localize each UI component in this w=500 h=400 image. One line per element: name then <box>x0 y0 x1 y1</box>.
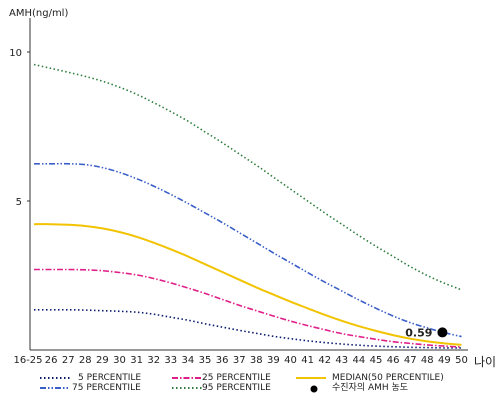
legend-label-p25: 25 PERCENTILE <box>202 373 271 383</box>
x-axis-label: 나이 <box>474 355 496 369</box>
x-tick-label-47: 47 <box>404 355 417 366</box>
x-tick-label-45: 45 <box>370 355 383 366</box>
series-line-25-percentile <box>33 268 462 348</box>
x-tick-label-34: 34 <box>182 355 195 366</box>
series-line-95-percentile <box>33 63 462 291</box>
x-tick-label-28: 28 <box>79 355 92 366</box>
legend-swatch-p75 <box>40 387 70 389</box>
x-tick-label-48: 48 <box>421 355 434 366</box>
x-tick-label-49: 49 <box>438 355 451 366</box>
x-tick-label-46: 46 <box>387 355 400 366</box>
legend-swatch-median <box>296 377 326 379</box>
legend-swatch-p25 <box>172 377 202 379</box>
y-axis-label: AMH(ng/ml) <box>9 8 68 19</box>
x-tick-label-38: 38 <box>250 355 263 366</box>
legend-item-p25: 25 PERCENTILE <box>172 372 302 384</box>
series-line-75-percentile <box>34 162 462 338</box>
x-tick-label-40: 40 <box>284 355 297 366</box>
legend-swatch-p5 <box>40 377 70 379</box>
y-tick-label-5: 5 <box>16 197 22 208</box>
x-tick-label-29: 29 <box>96 355 109 366</box>
legend-swatch-p95 <box>172 387 202 389</box>
x-tick-label-41: 41 <box>301 355 314 366</box>
legend-item-patient: 수진자의 AMH 농도 <box>310 382 490 394</box>
legend-label-median: MEDIAN(50 PERCENTILE) <box>332 373 444 383</box>
legend-label-p95: 95 PERCENTILE <box>202 383 271 393</box>
x-tick-label-16-25: 16-25 <box>13 355 42 366</box>
x-tick-label-31: 31 <box>130 355 143 366</box>
x-tick-label-30: 30 <box>113 355 126 366</box>
x-tick-label-26: 26 <box>45 355 58 366</box>
x-tick-label-36: 36 <box>216 355 229 366</box>
x-tick-label-37: 37 <box>233 355 246 366</box>
x-tick-label-43: 43 <box>335 355 348 366</box>
x-tick-label-35: 35 <box>199 355 212 366</box>
legend-item-median: MEDIAN(50 PERCENTILE) <box>296 372 496 384</box>
x-tick-label-27: 27 <box>62 355 75 366</box>
x-tick-label-42: 42 <box>318 355 331 366</box>
legend-item-p95: 95 PERCENTILE <box>172 382 302 394</box>
legend-label-p5: 5 PERCENTILE <box>78 373 142 383</box>
x-tick-label-33: 33 <box>164 355 177 366</box>
legend-label-p75: 75 PERCENTILE <box>72 383 141 393</box>
legend-item-p75: 75 PERCENTILE <box>40 382 180 394</box>
y-tick-label-10: 10 <box>9 48 22 59</box>
patient-amh-value-label: 0.59 <box>405 326 432 339</box>
x-tick-label-39: 39 <box>267 355 280 366</box>
series-line-5-percentile <box>34 308 462 349</box>
x-tick-label-44: 44 <box>353 355 366 366</box>
legend-label-patient: 수진자의 AMH 농도 <box>332 383 409 393</box>
legend-item-p5: 5 PERCENTILE <box>40 372 180 384</box>
x-tick-label-32: 32 <box>147 355 160 366</box>
patient-amh-point <box>437 327 448 338</box>
x-tick-label-50: 50 <box>455 355 468 366</box>
legend-swatch-patient <box>310 385 318 393</box>
series-line-median-50-percentile <box>33 223 462 346</box>
legend: 5 PERCENTILE 25 PERCENTILE MEDIAN(50 PER… <box>0 368 500 400</box>
